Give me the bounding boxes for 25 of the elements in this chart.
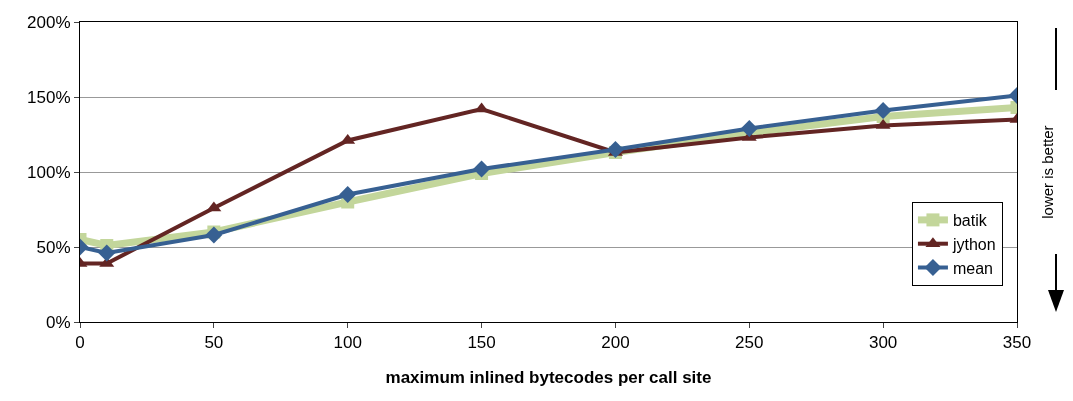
- x-tick-label: 150: [467, 333, 496, 353]
- text: lower is better: [1038, 125, 1056, 219]
- x-tick-label: 100: [333, 333, 362, 353]
- x-tick-label: 250: [735, 333, 764, 353]
- legend-label: mean: [952, 259, 993, 277]
- x-axis-title: maximum inlined bytecodes per call site: [385, 368, 712, 387]
- y-tick-label: 200%: [27, 12, 71, 32]
- point: [339, 186, 357, 203]
- y-tick-label: 50%: [36, 237, 71, 257]
- point: [473, 160, 491, 178]
- y-tick-label: 150%: [27, 87, 71, 107]
- x-tick-label: 200: [601, 333, 630, 353]
- point: [98, 244, 116, 262]
- x-tick-label: 300: [868, 333, 898, 353]
- point: [606, 141, 624, 158]
- y-tick-label: 0%: [46, 312, 71, 332]
- legend-label: batik: [952, 212, 988, 230]
- legend-label: jython: [951, 235, 996, 253]
- y-tick-label: 100%: [27, 162, 71, 182]
- x-tick-label: 0: [75, 333, 85, 353]
- x-tick-label: 50: [204, 333, 224, 353]
- x-tick-label: 350: [1002, 333, 1032, 353]
- point: [874, 102, 892, 119]
- point: [740, 120, 758, 137]
- point: [205, 226, 223, 244]
